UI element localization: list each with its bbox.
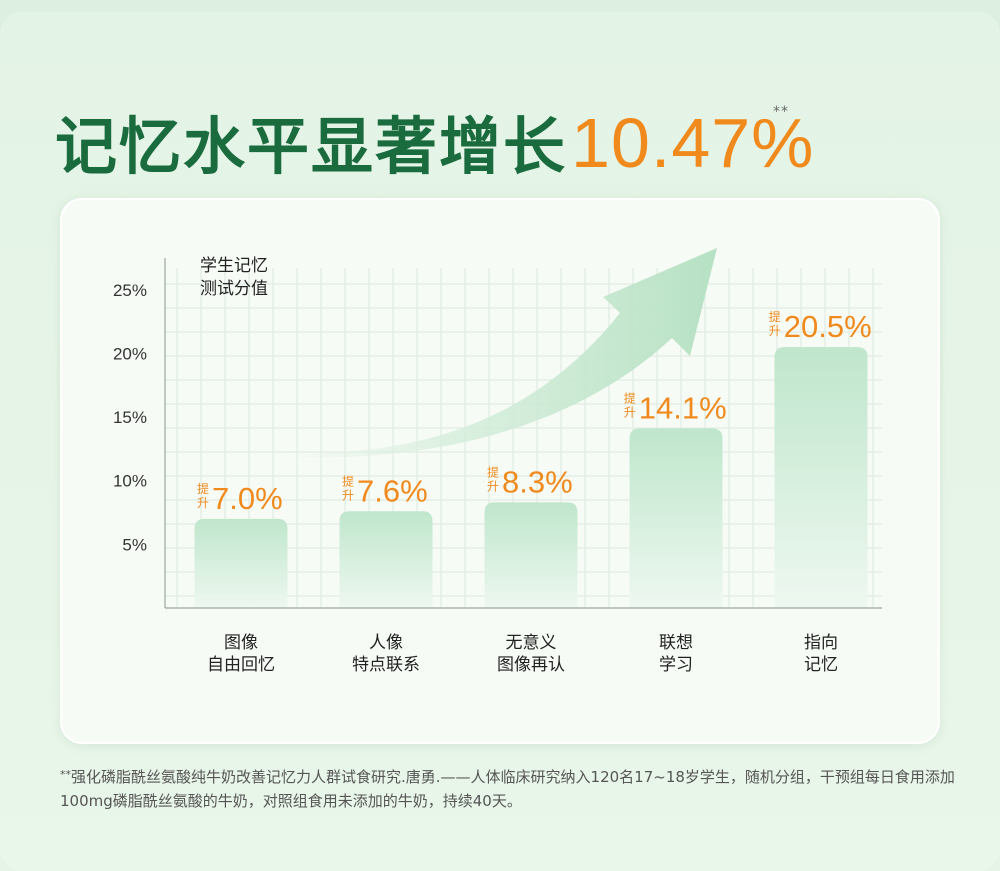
value-badge-char: 升 [487, 479, 499, 493]
y-tick-label: 15% [113, 408, 147, 427]
headline-value: 10.47% [571, 104, 815, 182]
category-label: 图像 [224, 633, 258, 653]
category-label: 图像再认 [497, 655, 565, 675]
category-label: 自由回忆 [207, 655, 275, 675]
footnote: **强化磷脂酰丝氨酸纯牛奶改善记忆力人群试食研究.唐勇.——人体临床研究纳入12… [60, 765, 980, 813]
value-badge-char: 升 [197, 496, 209, 510]
y-axis-title-line: 测试分值 [200, 279, 268, 299]
bar [774, 347, 868, 608]
category-label: 联想 [659, 633, 693, 653]
value-badge-char: 提 [769, 309, 781, 324]
trend-arrow [260, 248, 717, 458]
headline-footnote-mark: ** [773, 104, 789, 120]
category-label: 特点联系 [352, 655, 420, 675]
value-label: 8.3% [502, 464, 573, 499]
value-label: 20.5% [784, 309, 872, 344]
value-badge-char: 提 [342, 473, 354, 488]
value-badge-char: 提 [487, 464, 499, 479]
bars [194, 347, 868, 608]
category-label: 无意义 [506, 633, 557, 653]
chart-card: 学生记忆 测试分值 5% 10% 15% 20% 25% 提升 7.0% 图像 自由回忆提升 7.6%… [60, 198, 940, 744]
value-label: 14.1% [639, 391, 727, 426]
value-badge-char: 提 [624, 391, 636, 406]
value-badge-char: 升 [342, 488, 354, 502]
bar [484, 502, 578, 608]
y-tick-label: 20% [113, 344, 147, 363]
y-tick-label: 25% [113, 281, 147, 300]
y-axis-title-line: 学生记忆 [200, 256, 268, 276]
bar [629, 428, 723, 608]
bar [339, 511, 433, 608]
trend-arrow-shape [260, 248, 717, 458]
footnote-mark: ** [60, 768, 71, 781]
category-label: 指向 [804, 633, 838, 653]
value-label: 7.0% [212, 481, 283, 516]
value-label: 7.6% [357, 473, 428, 508]
category-label: 人像 [369, 633, 403, 653]
axes [164, 258, 882, 609]
value-badge-char: 提 [197, 481, 209, 496]
headline: 记忆水平显著增长 10.47% ** [55, 88, 814, 178]
y-tick-label: 5% [122, 535, 147, 554]
value-badge-char: 升 [624, 406, 636, 420]
y-tick-label: 10% [113, 472, 147, 491]
value-badge-char: 升 [769, 324, 781, 338]
footnote-text: 强化磷脂酰丝氨酸纯牛奶改善记忆力人群试食研究.唐勇.——人体临床研究纳入120名… [60, 768, 955, 810]
category-label: 学习 [659, 655, 693, 675]
headline-text: 记忆水平显著增长 [55, 110, 568, 183]
category-label: 记忆 [804, 655, 838, 675]
bar [194, 518, 288, 608]
